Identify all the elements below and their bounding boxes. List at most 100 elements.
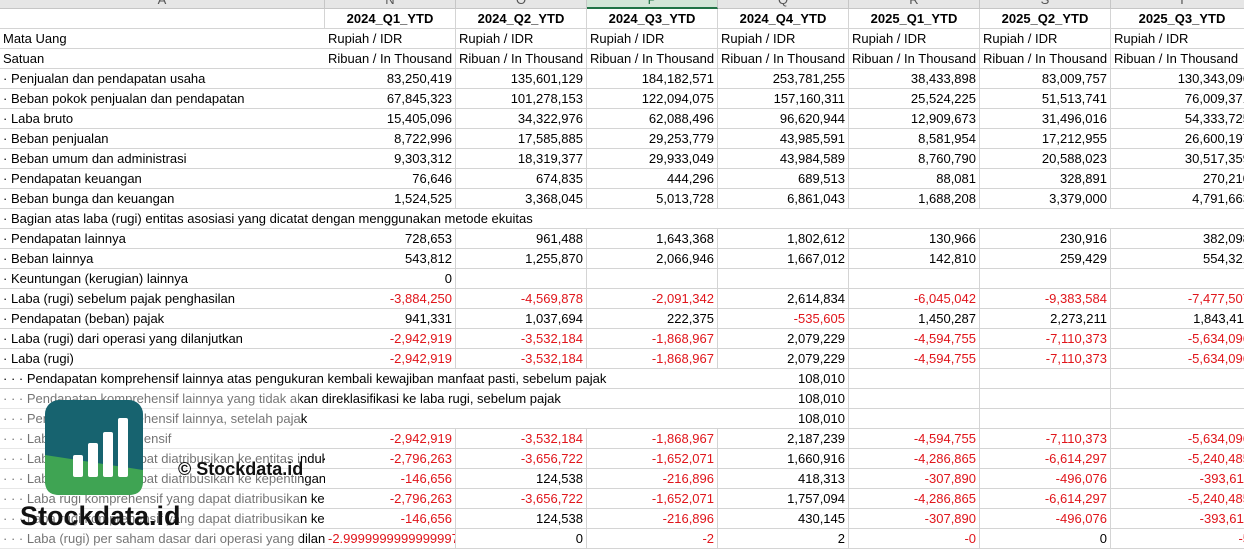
value-cell: 2 [718, 529, 849, 549]
value-cell: -146,656 [325, 469, 456, 489]
row-label: · Bagian atas laba (rugi) entitas asosia… [0, 209, 1244, 229]
empty-cell [849, 409, 980, 429]
column-letter: O [456, 0, 587, 9]
text-cell: Ribuan / In Thousand [325, 49, 456, 69]
value-cell: 0 [456, 529, 587, 549]
value-cell: 1,667,012 [718, 249, 849, 269]
row-label: · Beban pokok penjualan dan pendapatan [0, 89, 325, 109]
text-cell: Rupiah / IDR [849, 29, 980, 49]
value-cell: -2.9999999999999997 [325, 529, 456, 549]
value-cell: -4,286,865 [849, 489, 980, 509]
value-cell: 6,861,043 [718, 189, 849, 209]
value-cell: -5 [1111, 529, 1244, 549]
value-cell: -7,110,373 [980, 349, 1111, 369]
value-cell: -9,383,584 [980, 289, 1111, 309]
value-cell: 1,643,368 [587, 229, 718, 249]
value-cell: -3,532,184 [456, 329, 587, 349]
value-cell: 0 [325, 269, 456, 289]
value-cell: -393,611 [1111, 469, 1244, 489]
row-label: · · · Laba rugi komprehensif yang dapat … [0, 489, 325, 509]
row-label: · Laba (rugi) [0, 349, 325, 369]
value-cell: 108,010 [718, 369, 849, 389]
value-cell: 54,333,725 [1111, 109, 1244, 129]
label-border [324, 409, 325, 429]
row-label: · Laba bruto [0, 109, 325, 129]
row-label: · · · Laba (rugi) yang dapat diatribusik… [0, 449, 325, 469]
value-cell: 29,933,049 [587, 149, 718, 169]
text-cell: Ribuan / In Thousand [587, 49, 718, 69]
value-cell: -307,890 [849, 509, 980, 529]
value-cell: 8,760,790 [849, 149, 980, 169]
value-cell: 1,843,411 [1111, 309, 1244, 329]
row-label: · · · Laba rugi komprehensif yang dapat … [0, 509, 325, 529]
empty-cell [1111, 269, 1244, 289]
value-cell: -2,091,342 [587, 289, 718, 309]
value-cell: 122,094,075 [587, 89, 718, 109]
value-cell: -1,652,071 [587, 489, 718, 509]
value-cell: -3,656,722 [456, 449, 587, 469]
value-cell: 157,160,311 [718, 89, 849, 109]
value-cell: 1,757,094 [718, 489, 849, 509]
value-cell: -216,896 [587, 469, 718, 489]
row-label: · Laba (rugi) sebelum pajak penghasilan [0, 289, 325, 309]
value-cell: 18,319,377 [456, 149, 587, 169]
empty-cell [980, 389, 1111, 409]
value-cell: -307,890 [849, 469, 980, 489]
value-cell: 4,791,663 [1111, 189, 1244, 209]
empty-cell [980, 269, 1111, 289]
text-cell: Rupiah / IDR [587, 29, 718, 49]
value-cell: -2,942,919 [325, 329, 456, 349]
value-cell: -7,477,507 [1111, 289, 1244, 309]
column-letter-text: O [516, 0, 526, 7]
value-cell: 25,524,225 [849, 89, 980, 109]
value-cell: 17,585,885 [456, 129, 587, 149]
value-cell: 430,145 [718, 509, 849, 529]
text-cell: Ribuan / In Thousand [1111, 49, 1244, 69]
value-cell: 222,375 [587, 309, 718, 329]
column-header: 2025_Q3_YTD [1111, 9, 1244, 29]
value-cell: 184,182,571 [587, 69, 718, 89]
empty-cell [980, 409, 1111, 429]
text-cell: Rupiah / IDR [325, 29, 456, 49]
value-cell: 101,278,153 [456, 89, 587, 109]
value-cell: 30,517,359 [1111, 149, 1244, 169]
text-cell: Ribuan / In Thousand [849, 49, 980, 69]
text-cell: Ribuan / In Thousand [980, 49, 1111, 69]
value-cell: 8,722,996 [325, 129, 456, 149]
value-cell: 130,966 [849, 229, 980, 249]
text-cell: Rupiah / IDR [1111, 29, 1244, 49]
value-cell: -3,656,722 [456, 489, 587, 509]
column-letter-text: A [158, 0, 167, 7]
value-cell: -496,076 [980, 469, 1111, 489]
value-cell: -2,796,263 [325, 489, 456, 509]
value-cell: 1,450,287 [849, 309, 980, 329]
value-cell: 259,429 [980, 249, 1111, 269]
row-label: · · · Laba (rugi) komprehensif [0, 429, 325, 449]
value-cell: 43,984,589 [718, 149, 849, 169]
value-cell: 76,009,371 [1111, 89, 1244, 109]
value-cell: 38,433,898 [849, 69, 980, 89]
value-cell: 62,088,496 [587, 109, 718, 129]
value-cell: -7,110,373 [980, 329, 1111, 349]
row-label: · Beban lainnya [0, 249, 325, 269]
value-cell: -4,569,878 [456, 289, 587, 309]
value-cell: -146,656 [325, 509, 456, 529]
row-label: Mata Uang [0, 29, 325, 49]
value-cell: 124,538 [456, 509, 587, 529]
empty-cell [587, 269, 718, 289]
value-cell: -5,634,096 [1111, 349, 1244, 369]
value-cell: 2,079,229 [718, 349, 849, 369]
value-cell: 88,081 [849, 169, 980, 189]
value-cell: 26,600,197 [1111, 129, 1244, 149]
value-cell: -1,868,967 [587, 349, 718, 369]
value-cell: 728,653 [325, 229, 456, 249]
value-cell: 5,013,728 [587, 189, 718, 209]
value-cell: 444,296 [587, 169, 718, 189]
value-cell: 543,812 [325, 249, 456, 269]
value-cell: 20,588,023 [980, 149, 1111, 169]
value-cell: 135,601,129 [456, 69, 587, 89]
value-cell: -6,614,297 [980, 449, 1111, 469]
value-cell: -216,896 [587, 509, 718, 529]
value-cell: 3,379,000 [980, 189, 1111, 209]
